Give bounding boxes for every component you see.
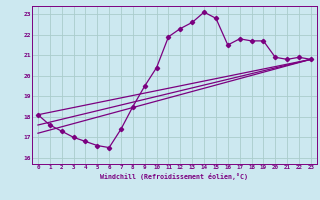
X-axis label: Windchill (Refroidissement éolien,°C): Windchill (Refroidissement éolien,°C) <box>100 173 248 180</box>
